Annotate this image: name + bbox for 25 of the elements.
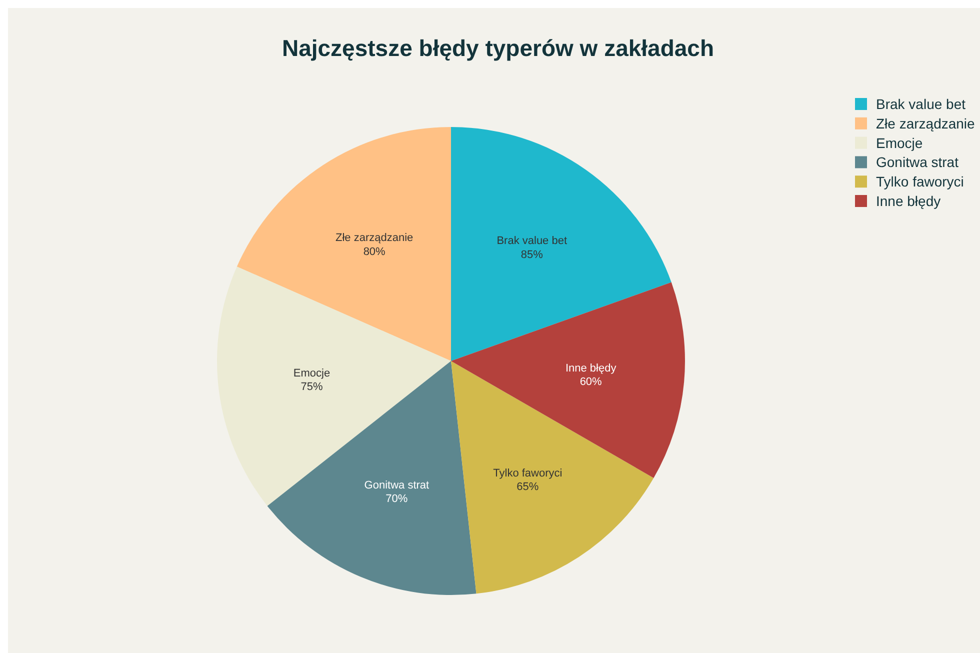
pie-slice (217, 266, 451, 506)
slice-label: Gonitwa strat (364, 479, 430, 492)
pie-slice (451, 361, 654, 594)
legend-label: Emocje (876, 134, 923, 151)
pie-slice (236, 127, 451, 361)
data-label: 75% (300, 381, 323, 394)
legend-label: Inne błędy (876, 193, 941, 209)
slice-label: Emocje (293, 367, 330, 380)
data-label: 80% (363, 246, 386, 258)
legend-label: Brak value bet (876, 96, 966, 112)
data-label: 70% (386, 493, 408, 506)
legend-label: Tylko faworyci (876, 174, 964, 190)
slice-label: Tylko faworyci (493, 467, 562, 480)
legend-label: Gonitwa strat (876, 154, 959, 170)
slice-label: Inne błędy (565, 362, 617, 374)
chart-title: Najczęstsze błędy typerów w zakładach (282, 35, 714, 61)
pie-slice (451, 282, 685, 478)
data-label: 85% (520, 248, 544, 261)
slice-label: Brak value bet (496, 235, 568, 248)
pie-slice (267, 361, 476, 595)
legend-label: Złe zarządzanie (876, 115, 976, 132)
data-label: 60% (580, 376, 602, 388)
pie-slice (451, 127, 672, 361)
slice-label: Złe zarządzanie (335, 232, 414, 244)
data-label: 65% (516, 481, 539, 494)
